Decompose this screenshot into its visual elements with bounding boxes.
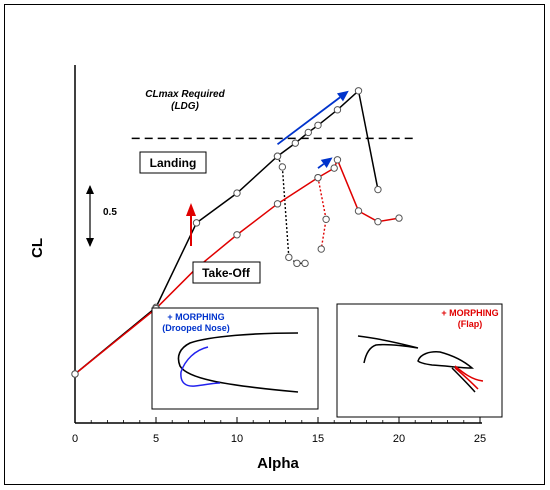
data-point	[278, 163, 287, 171]
inset-drooped-nose: + MORPHING (Drooped Nose)	[151, 307, 319, 410]
data-point	[314, 173, 322, 182]
x-tick-label: 15	[312, 433, 324, 445]
airfoil-baseline	[177, 332, 299, 393]
morphing-flap	[454, 365, 484, 390]
data-point	[333, 106, 342, 114]
main-element	[417, 351, 475, 369]
figure-frame	[4, 4, 545, 485]
takeoff-label-box: Take-Off	[192, 261, 261, 284]
inset2-title-line1: + MORPHING	[441, 308, 498, 318]
data-point	[233, 231, 241, 239]
data-point	[354, 87, 363, 95]
clmax-annotation: CLmax Required	[145, 89, 225, 100]
data-point	[293, 259, 301, 268]
inset-flap: + MORPHING (Flap)	[336, 303, 503, 418]
data-point	[301, 259, 309, 268]
data-point	[273, 200, 282, 208]
morphing-arrow-shaft	[276, 96, 341, 146]
series-layer	[71, 87, 403, 378]
flap-baseline	[451, 367, 476, 393]
data-point	[317, 245, 325, 253]
data-point	[304, 128, 312, 137]
data-point	[354, 207, 363, 215]
inset1-title-line1: + MORPHING	[167, 312, 224, 322]
data-point	[71, 370, 79, 378]
axes	[74, 65, 482, 424]
data-point	[330, 164, 338, 172]
landing-label-box: Landing	[139, 151, 207, 174]
morphing-arrow-head	[336, 90, 349, 102]
landing-label: Landing	[150, 156, 197, 170]
ldg-annotation: (LDG)	[171, 101, 199, 112]
inset2-title-line2: (Flap)	[458, 319, 483, 329]
data-point	[233, 189, 241, 197]
data-point	[395, 214, 403, 222]
data-point	[291, 139, 300, 147]
x-tick-label: 10	[231, 433, 243, 445]
data-point	[333, 156, 342, 164]
data-point	[374, 185, 382, 194]
x-axis-title: Alpha	[257, 455, 299, 472]
data-point	[314, 121, 322, 129]
x-tick-label: 20	[393, 433, 405, 445]
data-point	[374, 217, 382, 226]
airfoil-drooped-nose	[180, 346, 221, 387]
series-line-3	[317, 177, 327, 250]
x-tick-label: 25	[474, 433, 486, 445]
scale-bar-label: 0.5	[103, 207, 117, 218]
morphing-arrow-shaft	[317, 163, 325, 169]
inset1-title-line2: (Drooped Nose)	[162, 323, 230, 333]
series-line-1	[276, 155, 306, 265]
red-up-arrow	[186, 203, 196, 246]
morphing-arrow-head	[320, 157, 333, 168]
data-point	[273, 152, 282, 160]
takeoff-label: Take-Off	[202, 266, 251, 280]
data-point	[192, 219, 201, 227]
data-point	[285, 253, 293, 262]
x-tick-label: 5	[153, 433, 159, 445]
scale-bar: 0.5	[86, 185, 117, 247]
slat-element	[357, 335, 419, 364]
data-point	[322, 215, 330, 224]
x-tick-label: 0	[72, 433, 78, 445]
x-ticks: 0 5 10 15 20 25	[72, 417, 486, 445]
y-axis-title: CL	[29, 238, 46, 258]
